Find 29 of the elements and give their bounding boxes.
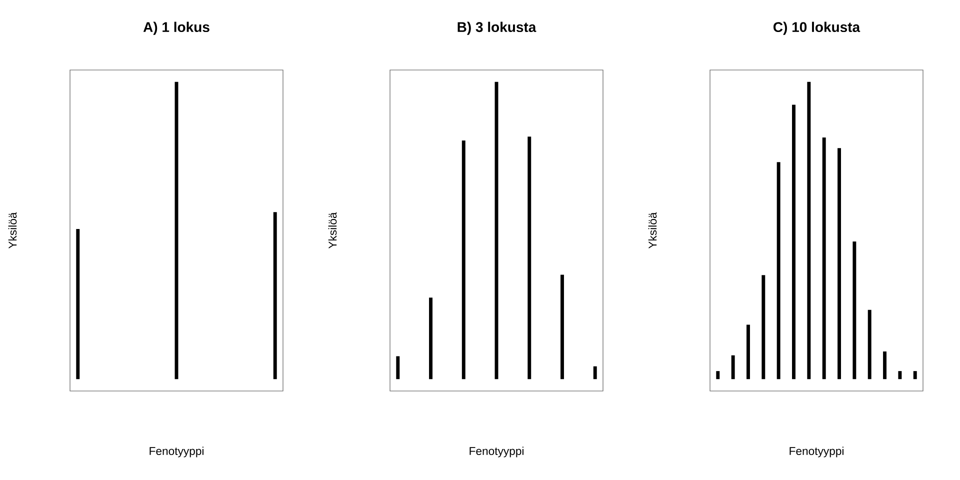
bar (560, 274, 564, 380)
bar (716, 371, 720, 380)
bar (883, 351, 887, 380)
x-axis-title: Fenotyyppi (470, 446, 524, 458)
bar (898, 371, 902, 380)
bar (462, 140, 466, 380)
chart-title: B) 3 lokusta (458, 22, 536, 35)
bar (731, 355, 735, 380)
y-axis-title: Yksilöä (328, 212, 337, 249)
bar (852, 242, 856, 380)
bar (429, 298, 432, 380)
y-axis-title: Yksilöä (648, 212, 657, 249)
bar (776, 162, 780, 380)
bar (792, 104, 796, 380)
bar (746, 324, 750, 380)
chart-title: A) 1 lokus (143, 22, 210, 35)
bar (807, 82, 811, 380)
x-axis-title: Fenotyyppi (790, 446, 844, 458)
bar (528, 136, 532, 380)
bar (762, 275, 766, 380)
x-axis-title: Fenotyyppi (150, 446, 204, 458)
chart-title: C) 10 lokusta (774, 22, 860, 35)
bar (822, 137, 826, 380)
bar (396, 356, 400, 380)
bar (913, 371, 917, 380)
bar (593, 366, 597, 380)
bar (868, 310, 872, 380)
bar (838, 148, 841, 380)
y-axis-title: Yksilöä (8, 212, 17, 249)
